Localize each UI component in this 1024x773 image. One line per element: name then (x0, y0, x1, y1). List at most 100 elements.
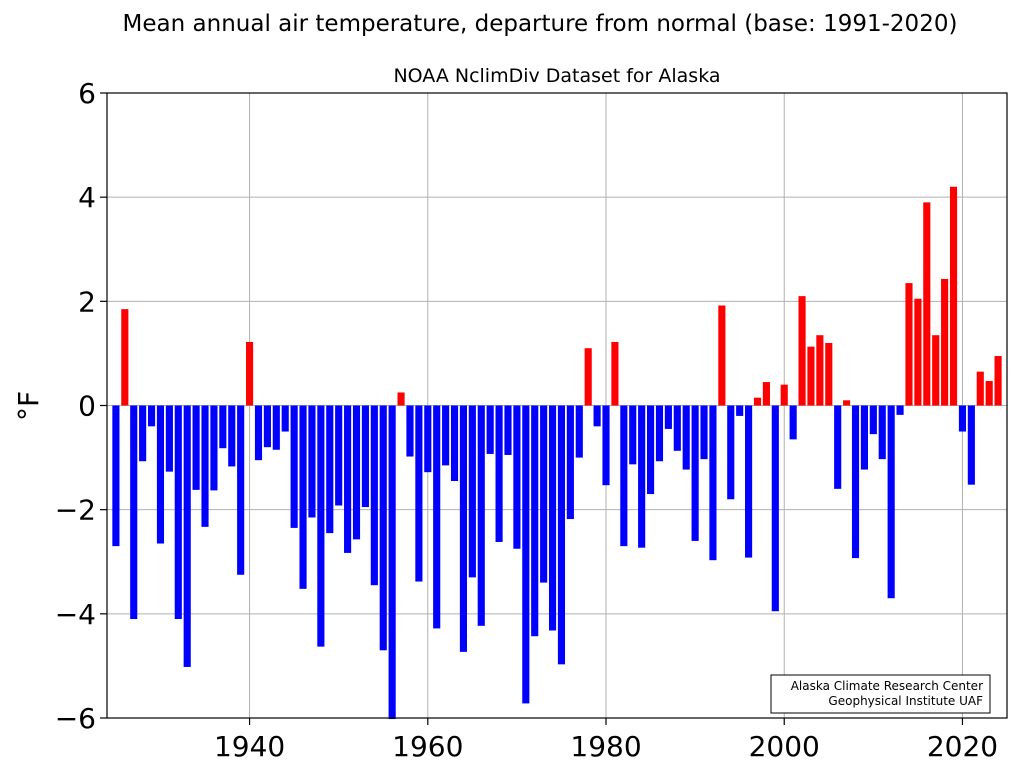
bar-1945 (290, 405, 298, 528)
y-tick-label: 4 (78, 181, 96, 214)
bar-1960 (424, 405, 432, 473)
bar-2002 (798, 296, 806, 406)
y-tick-label: −6 (55, 702, 96, 735)
bar-1981 (611, 341, 619, 406)
bar-2015 (914, 298, 922, 406)
bar-1979 (593, 405, 601, 427)
y-tick-label: 2 (78, 285, 96, 318)
bar-1982 (620, 405, 628, 547)
bar-1970 (513, 405, 521, 549)
y-tick-label: 0 (78, 390, 96, 423)
bar-1944 (281, 405, 289, 432)
bar-1954 (370, 405, 378, 586)
y-tick-label: 6 (78, 77, 96, 110)
bar-1989 (682, 405, 690, 470)
bar-2022 (976, 371, 984, 406)
bar-1950 (335, 405, 343, 506)
bar-2011 (878, 405, 886, 460)
x-tick-label: 2020 (927, 730, 998, 763)
bar-2019 (949, 186, 958, 406)
bar-1935 (201, 405, 209, 527)
bar-2008 (851, 405, 860, 559)
chart-title: Mean annual air temperature, departure f… (123, 11, 958, 37)
bar-1988 (673, 405, 681, 451)
bar-1929 (147, 405, 156, 427)
bar-1972 (531, 405, 539, 637)
bar-1962 (442, 405, 450, 466)
bar-1947 (308, 405, 316, 518)
bar-1984 (638, 405, 646, 548)
bar-1946 (299, 405, 307, 589)
bar-1937 (219, 405, 227, 449)
bar-1926 (121, 309, 129, 406)
bar-2003 (807, 346, 815, 406)
bar-1996 (745, 405, 753, 558)
credit-line-2: Geophysical Institute UAF (828, 694, 983, 708)
bar-2009 (860, 405, 868, 470)
bar-2005 (825, 343, 833, 406)
bar-1987 (664, 405, 672, 429)
bar-1961 (433, 405, 441, 629)
bar-1976 (566, 405, 574, 520)
bar-1941 (254, 405, 263, 461)
bar-1969 (504, 405, 512, 455)
bar-1939 (237, 405, 245, 575)
bar-1965 (468, 405, 476, 578)
chart-subtitle: NOAA NclimDiv Dataset for Alaska (393, 65, 720, 87)
bar-1993 (718, 305, 726, 406)
bar-2024 (994, 356, 1002, 406)
bar-2000 (780, 384, 788, 406)
bar-1995 (736, 405, 744, 416)
bar-1928 (139, 405, 147, 462)
bar-1925 (112, 405, 120, 547)
bar-1936 (210, 405, 218, 491)
bar-1985 (647, 405, 655, 495)
bar-2006 (834, 405, 842, 489)
bar-1959 (415, 405, 423, 582)
bar-1999 (771, 405, 779, 612)
bar-1978 (584, 348, 592, 406)
bar-1977 (575, 405, 583, 458)
bar-2004 (816, 335, 824, 406)
credit-line-1: Alaska Climate Research Center (791, 679, 983, 693)
bar-2017 (932, 335, 940, 406)
bar-1932 (174, 405, 182, 620)
bar-1998 (762, 382, 770, 406)
y-tick-label: −2 (55, 494, 96, 527)
bar-1958 (406, 405, 414, 457)
axis-ticks: 6 4 2 0 −2 −4 −6 1940 1960 1980 2000 2020 (55, 77, 998, 763)
y-tick-label: −4 (55, 598, 96, 631)
bar-1967 (486, 405, 494, 454)
bar-1952 (352, 405, 361, 540)
bar-1949 (326, 405, 334, 534)
bar-2023 (985, 381, 993, 406)
bar-1956 (388, 405, 396, 720)
bar-1966 (477, 405, 485, 626)
bar-2007 (843, 400, 851, 406)
bar-2014 (905, 283, 913, 406)
bar-1955 (379, 405, 387, 651)
bar-2010 (869, 405, 877, 435)
bar-1931 (165, 405, 173, 472)
bar-1968 (495, 405, 503, 542)
bar-1953 (361, 405, 369, 508)
x-tick-label: 1980 (570, 730, 641, 763)
bar-1957 (397, 392, 405, 406)
bar-2021 (967, 405, 975, 485)
bar-1990 (691, 405, 699, 541)
bar-1992 (709, 405, 717, 561)
bar-1973 (540, 405, 548, 583)
bar-1980 (602, 405, 610, 486)
bar-1963 (450, 405, 459, 482)
bar-2013 (896, 405, 904, 415)
x-tick-label: 1960 (392, 730, 463, 763)
bar-1930 (156, 405, 165, 544)
bar-1997 (753, 397, 762, 406)
credit-box: Alaska Climate Research Center Geophysic… (770, 674, 991, 714)
bar-1927 (130, 405, 138, 620)
bar-1938 (228, 405, 236, 467)
bar-2012 (887, 405, 895, 599)
y-axis-label: °F (12, 391, 45, 421)
bar-1991 (700, 405, 708, 460)
